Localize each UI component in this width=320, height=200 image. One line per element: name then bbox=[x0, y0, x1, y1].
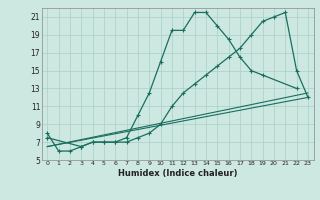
X-axis label: Humidex (Indice chaleur): Humidex (Indice chaleur) bbox=[118, 169, 237, 178]
